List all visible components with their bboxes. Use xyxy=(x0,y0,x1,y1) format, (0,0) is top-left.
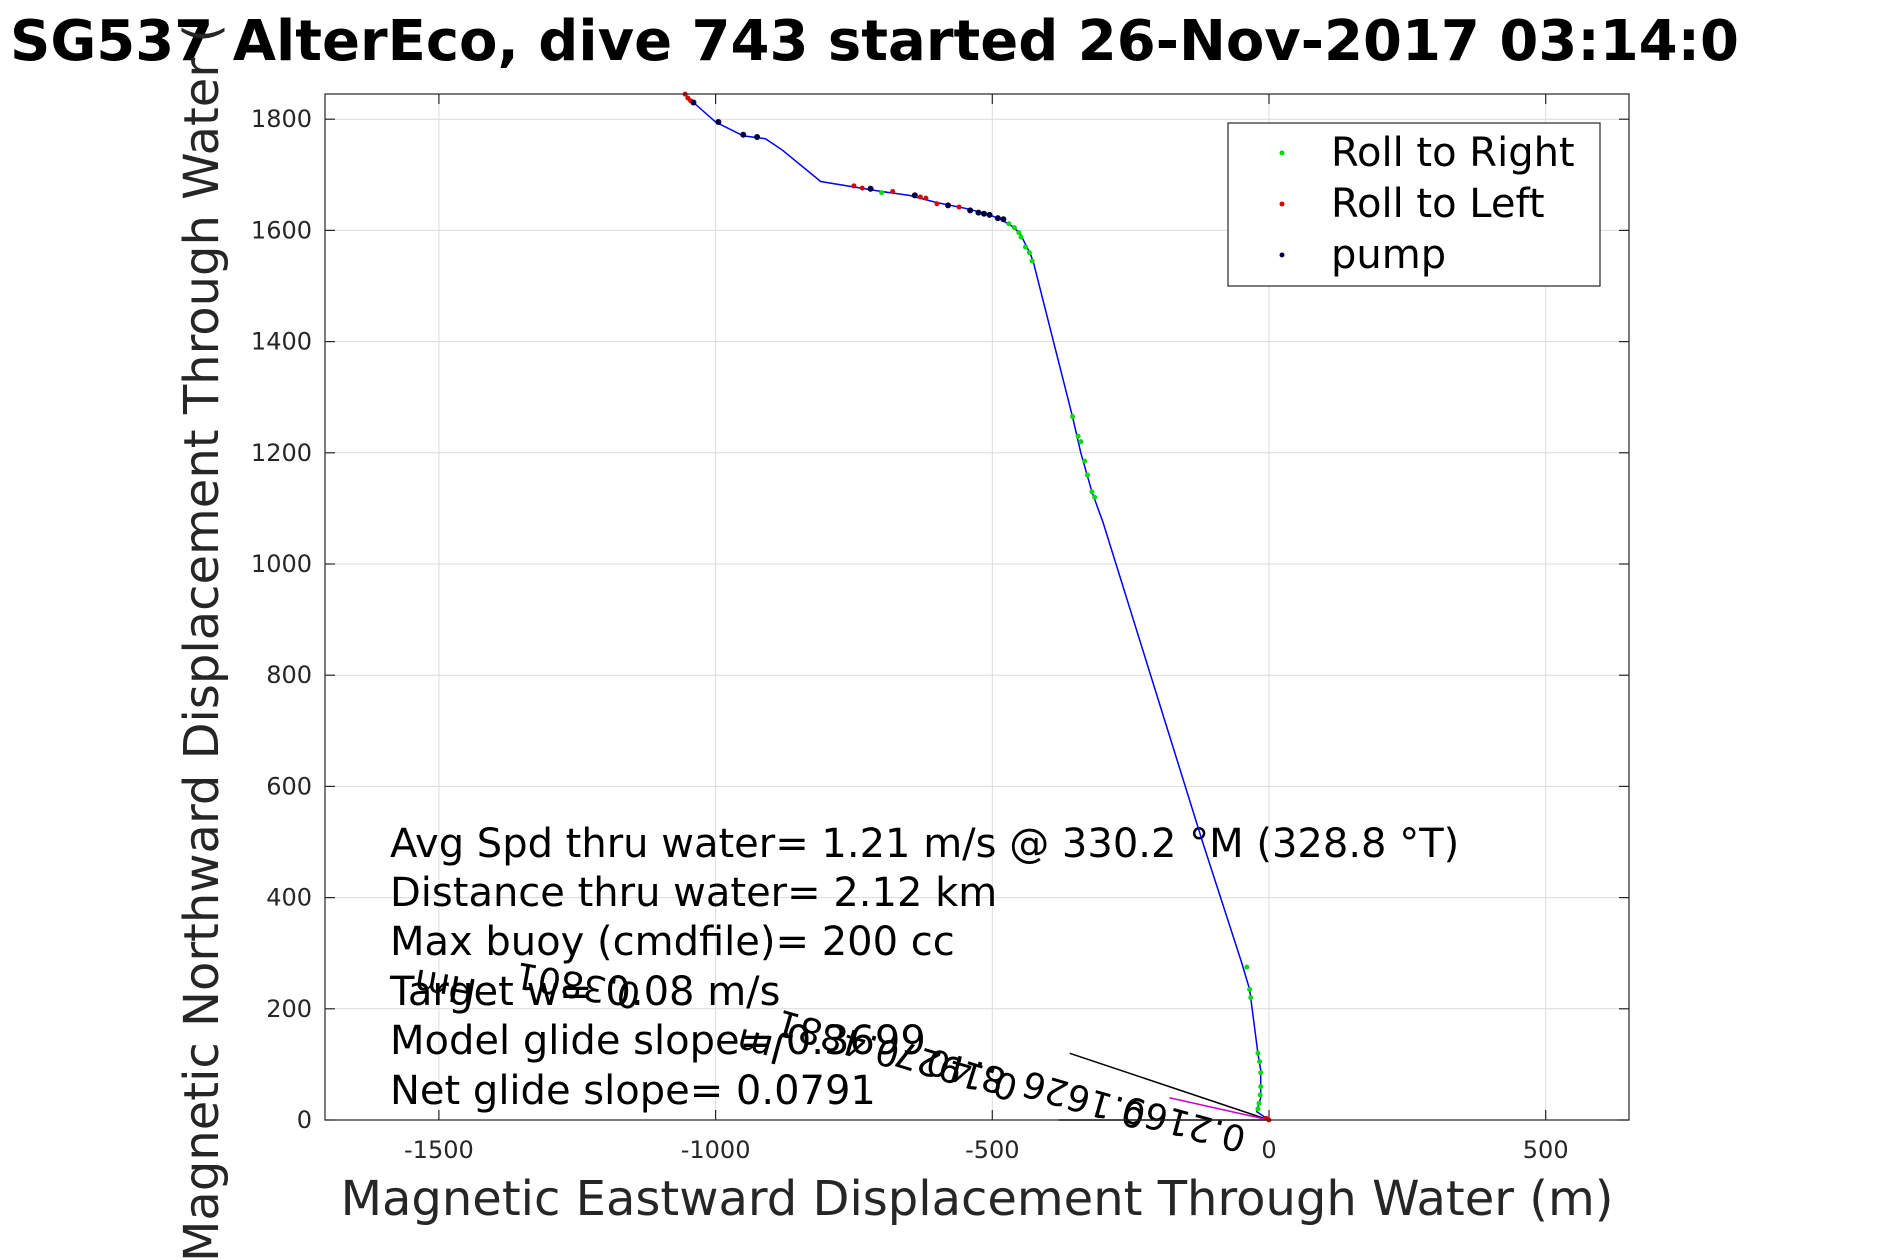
legend-label-pump: pump xyxy=(1331,232,1446,278)
y-tick-label: 400 xyxy=(266,884,312,912)
roll-right-point xyxy=(1247,986,1253,992)
current-vector-line xyxy=(1069,1052,1270,1121)
legend-marker-pump xyxy=(1279,252,1285,258)
roll-right-point xyxy=(1070,414,1076,420)
pump-point xyxy=(754,133,761,140)
roll-right-point xyxy=(1256,1100,1262,1106)
roll-right-point xyxy=(1089,489,1095,495)
roll-right-point xyxy=(1075,433,1081,439)
pump-point xyxy=(945,202,952,209)
y-tick-label: 200 xyxy=(266,995,312,1023)
y-tick-label: 0 xyxy=(297,1106,312,1134)
stat-target-w: Target w= 0.08 m/s xyxy=(389,969,780,1015)
roll-right-point xyxy=(1011,225,1017,231)
roll-right-point xyxy=(1255,1106,1261,1112)
legend-label-roll-left: Roll to Left xyxy=(1331,181,1545,227)
x-axis-label: Magnetic Eastward Displacement Through W… xyxy=(341,1171,1614,1227)
y-tick-label: 1600 xyxy=(251,216,312,244)
plot-frame xyxy=(324,93,1630,1121)
roll-right-point xyxy=(1078,439,1084,445)
y-tick-label: 800 xyxy=(266,661,312,689)
roll-right-point xyxy=(1023,244,1029,250)
roll-right-point xyxy=(1016,230,1022,236)
roll-right-point xyxy=(1257,1059,1263,1065)
current-vector-line xyxy=(1169,1097,1270,1121)
y-axis-label: Magnetic Northward Displacement Through … xyxy=(174,24,230,1260)
roll-left-point xyxy=(917,194,923,200)
roll-left-point xyxy=(956,204,962,210)
x-tick-label: -1000 xyxy=(681,1136,751,1164)
roll-right-point xyxy=(1248,995,1254,1001)
stat-distance: Distance thru water= 2.12 km xyxy=(390,870,997,916)
dive-stats-annotation: Avg Spd thru water= 1.21 m/s @ 330.2 °M … xyxy=(389,821,1459,1114)
pump-point xyxy=(967,207,974,214)
pump-point xyxy=(980,210,987,217)
y-tick-label: 1400 xyxy=(251,328,312,356)
roll-left-point xyxy=(934,201,940,207)
roll-right-point xyxy=(1029,258,1035,264)
x-tick-label: -1500 xyxy=(404,1136,474,1164)
pump-point xyxy=(986,211,993,218)
roll-left-point xyxy=(923,195,929,201)
x-tick-label: -500 xyxy=(965,1136,1019,1164)
pump-point xyxy=(740,131,747,138)
stat-avg-speed: Avg Spd thru water= 1.21 m/s @ 330.2 °M … xyxy=(390,821,1459,867)
pump-point xyxy=(867,185,874,192)
roll-right-point xyxy=(1257,1092,1263,1098)
y-tick-label: 600 xyxy=(266,772,312,800)
pump-point xyxy=(1000,216,1007,223)
x-tick-label: 0 xyxy=(1261,1136,1276,1164)
chart-title: SG537 AlterEco, dive 743 started 26-Nov-… xyxy=(10,9,1739,74)
roll-left-point xyxy=(890,188,896,194)
data-markers xyxy=(682,91,1272,1123)
pump-point xyxy=(715,118,722,125)
stat-max-buoy: Max buoy (cmdfile)= 200 cc xyxy=(390,919,955,965)
roll-right-point xyxy=(1084,472,1090,478)
pump-point xyxy=(911,192,918,199)
roll-left-point xyxy=(859,185,865,191)
y-tick-label: 1200 xyxy=(251,439,312,467)
legend: Roll to Right Roll to Left pump xyxy=(1227,122,1601,287)
roll-right-point xyxy=(1244,964,1250,970)
legend-marker-roll-left xyxy=(1279,201,1285,207)
roll-right-point xyxy=(1258,1084,1264,1090)
y-tick-label: 1800 xyxy=(251,105,312,133)
pump-point xyxy=(994,215,1001,222)
legend-marker-roll-right xyxy=(1279,150,1285,156)
roll-left-point xyxy=(851,183,857,189)
roll-right-point xyxy=(1026,250,1032,256)
axis-ticks: -1500 -1000 -500 0 500 0 200 400 600 800 1000 1200 1… xyxy=(251,94,1629,1164)
roll-right-point xyxy=(1092,494,1098,500)
y-tick-label: 1000 xyxy=(251,550,312,578)
legend-box xyxy=(1227,122,1601,287)
roll-right-point xyxy=(1258,1070,1264,1076)
roll-right-point xyxy=(879,190,885,196)
stat-model-glide-slope: Model glide slope= 0.3699 xyxy=(390,1018,926,1064)
roll-right-point xyxy=(1082,458,1088,464)
x-tick-label: 500 xyxy=(1523,1136,1569,1164)
roll-right-point xyxy=(1018,234,1024,240)
roll-right-point xyxy=(1006,221,1012,227)
roll-right-point xyxy=(1255,1050,1261,1056)
pump-point xyxy=(975,209,982,216)
stat-net-glide-slope: Net glide slope= 0.0791 xyxy=(390,1068,876,1114)
legend-label-roll-right: Roll to Right xyxy=(1331,130,1575,176)
pump-point xyxy=(690,99,697,106)
